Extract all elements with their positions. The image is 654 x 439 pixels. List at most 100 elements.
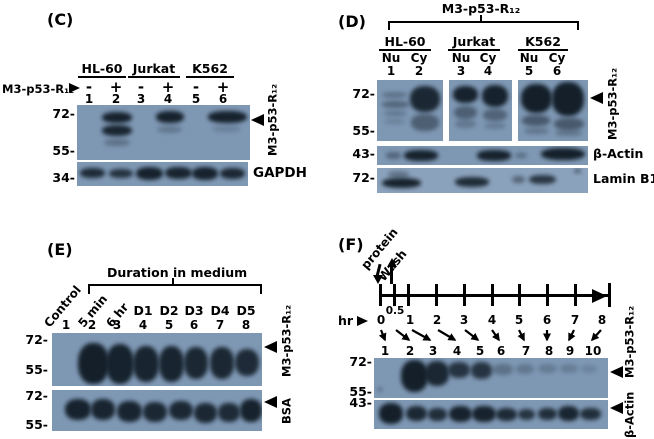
protein-band xyxy=(64,399,91,421)
day-label: D4 xyxy=(210,303,230,318)
timeline-tick xyxy=(518,284,521,306)
protein-band xyxy=(495,407,517,421)
protein-band xyxy=(483,122,506,129)
lane-number: 5 xyxy=(191,92,201,106)
mw-label: 72- xyxy=(349,354,372,369)
panel-d-label: (D) xyxy=(338,12,366,31)
protein-band xyxy=(378,403,404,424)
protein-band xyxy=(157,125,182,134)
protein-band xyxy=(493,363,514,375)
protein-band xyxy=(239,399,262,422)
panel-c-treatment-row-label: M3-p53-R₁₂ xyxy=(2,82,75,96)
protein-band xyxy=(382,92,408,99)
timeline-tick xyxy=(463,284,466,306)
protein-band xyxy=(411,113,440,131)
mw-label: 72- xyxy=(25,332,48,347)
lane-number: 3 xyxy=(456,64,466,78)
protein-band xyxy=(554,117,584,130)
protein-band xyxy=(557,405,579,421)
protein-band xyxy=(522,115,551,127)
protein-band xyxy=(574,169,581,173)
protein-band xyxy=(512,175,525,183)
panel-f-side-label: M3-p53-R₁₂ xyxy=(622,305,637,379)
timeline-tick xyxy=(407,284,410,306)
lane-number: 7 xyxy=(521,344,531,358)
panel-f-hr-label: hr xyxy=(338,313,354,328)
treatment-sign: + xyxy=(216,78,230,96)
panel-c-label: (C) xyxy=(47,10,74,29)
band-arrow-icon xyxy=(610,402,623,414)
fraction-label: Nu xyxy=(519,51,539,65)
day-label: D2 xyxy=(159,303,179,318)
protein-band xyxy=(382,177,422,188)
protein-band xyxy=(517,408,536,421)
mw-label: 72- xyxy=(352,170,375,185)
protein-band xyxy=(383,119,405,124)
mw-label: 55- xyxy=(25,362,48,377)
protein-band xyxy=(217,403,240,422)
panel-d-m3p53-blot-k562 xyxy=(518,80,588,141)
lane-number: 1 xyxy=(386,64,396,78)
protein-band xyxy=(455,120,477,128)
protein-band xyxy=(192,166,219,180)
protein-band xyxy=(404,150,439,161)
timeline-line xyxy=(380,294,611,297)
panel-f-actin-blot xyxy=(374,400,608,429)
panel-e-title: Duration in medium xyxy=(107,265,248,280)
protein-band xyxy=(528,174,557,184)
protein-band xyxy=(540,147,585,161)
mw-label: 43- xyxy=(349,395,372,410)
panel-e-bsa-label: BSA xyxy=(279,398,294,424)
protein-band xyxy=(135,166,164,180)
lane-number: 7 xyxy=(215,318,225,332)
mw-label: 55- xyxy=(25,417,48,432)
fraction-label: Nu xyxy=(381,51,401,65)
mw-label: 55- xyxy=(349,384,372,399)
lane-number: 6 xyxy=(496,344,506,358)
lane-number: 6 xyxy=(189,318,199,332)
hr-arrow-icon xyxy=(357,316,368,326)
protein-band xyxy=(383,110,407,116)
lane-number: 2 xyxy=(87,318,97,332)
lane-number: 1 xyxy=(84,92,94,106)
protein-band xyxy=(454,105,477,120)
lane-number: 8 xyxy=(241,318,251,332)
protein-band xyxy=(427,408,447,421)
protein-band xyxy=(400,360,428,393)
panel-c-side-label: M3-p53-R₁₂ xyxy=(265,83,280,157)
panel-c-m3p53-blot xyxy=(77,105,250,160)
protein-band xyxy=(155,111,185,123)
protein-band xyxy=(219,167,246,179)
band-arrow-icon xyxy=(264,341,277,353)
time-label: 7 xyxy=(570,313,580,327)
panel-e-bracket xyxy=(88,284,262,294)
protein-band xyxy=(193,403,217,423)
mw-label: 72- xyxy=(352,86,375,101)
cell-line-label: HL-60 xyxy=(379,34,431,51)
protein-band xyxy=(455,177,489,187)
fraction-label: Cy xyxy=(479,51,497,65)
panel-d-side-label: M3-p53-R₁₂ xyxy=(605,67,620,141)
timeline-tick xyxy=(491,284,494,306)
protein-band xyxy=(208,111,248,123)
time-label: 1 xyxy=(405,313,415,327)
lane-number: 4 xyxy=(163,92,173,106)
protein-band xyxy=(234,348,259,377)
protein-band xyxy=(103,139,130,147)
mw-label: 72- xyxy=(25,388,48,403)
cell-line-label: K562 xyxy=(518,34,568,51)
band-arrow-icon xyxy=(264,396,277,408)
protein-band xyxy=(105,343,134,384)
day-label: D5 xyxy=(236,303,256,318)
protein-band xyxy=(102,112,133,124)
lane-number: 1 xyxy=(61,318,71,332)
lane-number: 4 xyxy=(483,64,493,78)
panel-f-label: (F) xyxy=(338,235,364,254)
lane-number: 10 xyxy=(584,344,602,358)
lane-number: 6 xyxy=(218,92,228,106)
lane-number: 1 xyxy=(380,344,390,358)
panel-c-gapdh-label: GAPDH xyxy=(253,165,307,181)
protein-band xyxy=(537,363,557,374)
protein-band xyxy=(560,364,578,373)
